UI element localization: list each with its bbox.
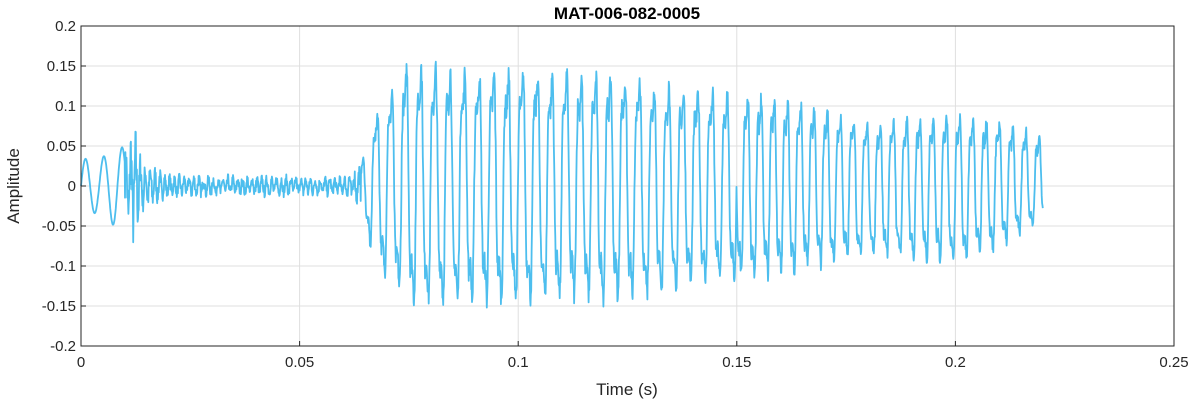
y-tick-label: -0.1 [50, 258, 76, 275]
chart-title: MAT-006-082-0005 [554, 4, 700, 23]
y-tick-label: 0.15 [47, 58, 76, 75]
series-line [80, 60, 1044, 309]
x-tick-label: 0 [77, 354, 85, 371]
x-tick-label: 0.1 [508, 354, 529, 371]
y-tick-label: 0.1 [55, 98, 76, 115]
y-tick-label: -0.2 [50, 338, 76, 355]
y-tick-label: 0.2 [55, 18, 76, 35]
x-axis: 0 0.05 0.1 0.15 0.2 0.25 [77, 341, 1189, 371]
y-tick-label: 0 [68, 178, 76, 195]
x-tick-label: 0.15 [722, 354, 751, 371]
y-tick-label: -0.05 [42, 218, 76, 235]
x-tick-label: 0.25 [1159, 354, 1188, 371]
x-tick-label: 0.2 [945, 354, 966, 371]
y-axis-label: Amplitude [4, 148, 23, 224]
y-tick-label: 0.05 [47, 138, 76, 155]
x-axis-label: Time (s) [596, 380, 658, 399]
series-layer [80, 60, 1044, 309]
x-tick-label: 0.05 [285, 354, 314, 371]
y-tick-label: -0.15 [42, 298, 76, 315]
y-axis: 0.2 0.15 0.1 0.05 0 -0.05 -0.1 -0.15 -0.2 [42, 18, 86, 355]
